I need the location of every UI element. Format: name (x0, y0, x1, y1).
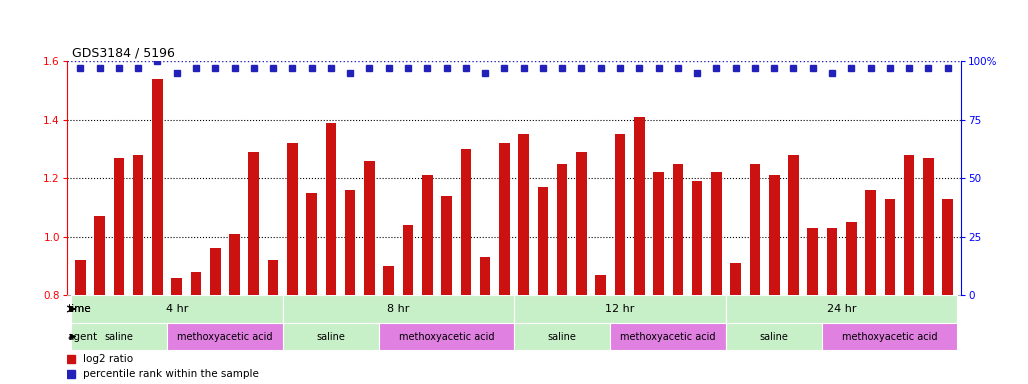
Text: saline: saline (760, 332, 788, 342)
Bar (749, 164, 761, 384)
Bar (229, 234, 240, 384)
Bar (726, 323, 822, 351)
Bar (379, 323, 514, 351)
Bar (634, 117, 645, 384)
Bar (943, 199, 953, 384)
Bar (461, 149, 471, 384)
Bar (95, 216, 105, 384)
Bar (283, 295, 514, 323)
Bar (499, 143, 510, 384)
Bar (615, 134, 625, 384)
Text: saline: saline (105, 332, 134, 342)
Bar (403, 225, 413, 384)
Bar (249, 152, 259, 384)
Bar (326, 123, 336, 384)
Bar (822, 323, 957, 351)
Bar (344, 190, 356, 384)
Text: percentile rank within the sample: percentile rank within the sample (83, 369, 259, 379)
Bar (730, 263, 741, 384)
Bar (726, 295, 957, 323)
Bar (576, 152, 587, 384)
Text: methoxyacetic acid: methoxyacetic acid (177, 332, 272, 342)
Bar (480, 257, 490, 384)
Bar (283, 323, 379, 351)
Bar (557, 164, 567, 384)
Bar (904, 155, 915, 384)
Bar (514, 323, 611, 351)
Bar (75, 260, 85, 384)
Bar (884, 199, 895, 384)
Text: saline: saline (548, 332, 577, 342)
Bar (172, 278, 182, 384)
Bar (421, 175, 433, 384)
Bar (595, 275, 607, 384)
Bar (827, 228, 838, 384)
Text: agent: agent (68, 332, 98, 342)
Bar (538, 187, 548, 384)
Text: saline: saline (317, 332, 345, 342)
Bar (692, 181, 702, 384)
Bar (653, 172, 664, 384)
Bar (364, 161, 375, 384)
Bar (846, 222, 856, 384)
Bar (807, 228, 818, 384)
Bar (611, 323, 726, 351)
Bar (133, 155, 144, 384)
Text: time: time (68, 304, 91, 314)
Bar (923, 158, 933, 384)
Text: GDS3184 / 5196: GDS3184 / 5196 (72, 46, 175, 60)
Text: 24 hr: 24 hr (827, 304, 856, 314)
Bar (210, 248, 221, 384)
Text: methoxyacetic acid: methoxyacetic acid (621, 332, 715, 342)
Text: 8 hr: 8 hr (388, 304, 409, 314)
Bar (113, 158, 124, 384)
Bar (71, 323, 167, 351)
Bar (71, 295, 283, 323)
Text: methoxyacetic acid: methoxyacetic acid (399, 332, 494, 342)
Bar (190, 272, 201, 384)
Text: log2 ratio: log2 ratio (83, 354, 133, 364)
Text: 4 hr: 4 hr (166, 304, 188, 314)
Bar (518, 134, 529, 384)
Bar (441, 196, 452, 384)
Text: 12 hr: 12 hr (605, 304, 634, 314)
Bar (788, 155, 799, 384)
Bar (267, 260, 279, 384)
Bar (672, 164, 684, 384)
Text: methoxyacetic acid: methoxyacetic acid (842, 332, 938, 342)
Bar (287, 143, 298, 384)
Bar (306, 193, 317, 384)
Bar (152, 79, 162, 384)
Text: time: time (67, 304, 90, 314)
Bar (866, 190, 876, 384)
Bar (711, 172, 722, 384)
Bar (769, 175, 779, 384)
Bar (167, 323, 283, 351)
Bar (383, 266, 394, 384)
Bar (514, 295, 726, 323)
